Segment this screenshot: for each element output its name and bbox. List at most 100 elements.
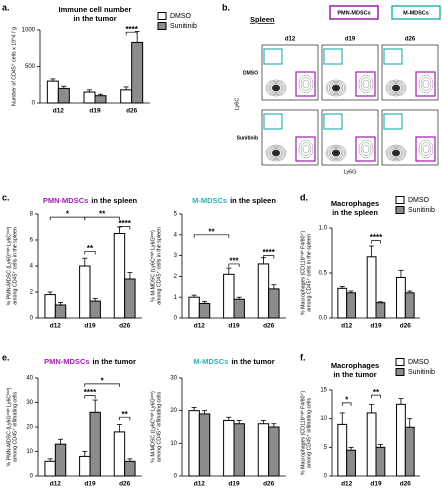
- y-tick-label: 1.0: [319, 226, 328, 232]
- bar: [94, 95, 107, 104]
- flow-contour: [298, 74, 314, 94]
- significance-bracket: [84, 216, 120, 221]
- panel-label: e.: [2, 352, 10, 362]
- bar: [113, 233, 126, 319]
- x-tick-label: d19: [370, 481, 382, 488]
- y-tick-label: 20: [26, 425, 33, 431]
- significance-bracket: [125, 31, 138, 36]
- bar: [268, 288, 280, 319]
- bar: [375, 302, 386, 319]
- bar: [268, 426, 280, 477]
- significance-label: *: [345, 396, 349, 405]
- chart-title-part: in the spleen: [91, 196, 137, 205]
- flow-contour: [330, 83, 342, 93]
- bar: [120, 89, 133, 104]
- flow-contour: [393, 85, 399, 91]
- gate-legend-label: PMN-MDSCs: [337, 10, 370, 16]
- legend-swatch: [395, 368, 405, 376]
- x-tick-label: d26: [263, 481, 275, 488]
- chart-title: Macrophages: [331, 199, 379, 208]
- y-tick-label: 10: [170, 441, 177, 447]
- chart-title-highlight: PMN-MDSCs: [43, 196, 88, 205]
- y-tick-label: 4: [30, 264, 34, 270]
- chart-title: Macrophages: [331, 361, 379, 370]
- y-tick-label: 1000: [22, 28, 36, 34]
- significance-label: ****: [118, 219, 131, 228]
- y-tick-label: 30: [26, 400, 33, 406]
- panel-label: d.: [300, 192, 308, 202]
- legend-label: DMSO: [408, 197, 430, 204]
- panel-label: f.: [300, 352, 306, 362]
- bar: [375, 446, 386, 477]
- significance-bracket: [119, 226, 131, 230]
- y-axis-label: Number of CD45⁺ cells x 10^4 / g: [11, 27, 17, 106]
- significance-bracket: [84, 383, 120, 387]
- x-tick-label: d26: [126, 108, 138, 115]
- flow-column-label: d19: [345, 37, 356, 43]
- x-tick-label: d19: [228, 481, 240, 488]
- gate-m-mdsc: [383, 48, 403, 65]
- y-tick-label: 500: [25, 64, 36, 70]
- flow-contour: [302, 144, 310, 154]
- legend-label: Sunitinib: [408, 207, 435, 214]
- x-tick-label: d12: [341, 323, 353, 330]
- flow-contour: [300, 142, 312, 156]
- bar: [346, 292, 356, 319]
- x-tick-label: d26: [400, 323, 412, 330]
- bar: [131, 41, 144, 104]
- x-tick-label: d26: [400, 481, 412, 488]
- y-axis-label: among CD45⁺ infiltrating cells: [12, 392, 18, 463]
- flow-contour: [328, 147, 344, 159]
- flow-contour: [325, 79, 347, 97]
- flow-contour: [267, 145, 285, 160]
- bar: [198, 413, 211, 477]
- flow-contour: [268, 82, 284, 94]
- y-tick-label: 20: [170, 408, 177, 414]
- bar: [57, 87, 70, 104]
- y-tick-label: 40: [26, 376, 33, 382]
- flow-contour: [265, 79, 287, 97]
- gate-m-mdsc: [263, 113, 283, 130]
- y-axis-label: % M-MDSC (Ly6Cʰⁱᵍʰ Ly6Gˡᵒʷ): [149, 391, 156, 463]
- flow-contour: [360, 77, 372, 91]
- legend-label: DMSO: [170, 13, 192, 20]
- bar: [124, 278, 136, 319]
- bar: [233, 423, 245, 477]
- bar: [83, 91, 96, 104]
- legend-swatch: [395, 196, 405, 204]
- legend-label: DMSO: [408, 359, 430, 366]
- bar: [54, 443, 67, 477]
- flow-contour: [420, 142, 432, 156]
- chart-title-part: in the tumor: [231, 357, 274, 366]
- flow-contour: [422, 79, 430, 89]
- bar: [79, 265, 91, 319]
- x-tick-label: d12: [53, 108, 65, 115]
- flow-contour: [422, 144, 430, 154]
- significance-label: **: [373, 388, 380, 397]
- y-tick-label: 0: [32, 101, 36, 107]
- y-axis-label: among CD45⁺ cells in the spleen: [12, 227, 18, 305]
- panel-label: b.: [222, 2, 230, 12]
- y-tick-label: 0: [30, 474, 34, 480]
- significance-label: ***: [229, 257, 239, 266]
- chart-title: M-MDSCs in the tumor: [193, 357, 274, 366]
- flow-contour: [333, 85, 339, 91]
- flow-y-label: Ly6C: [234, 98, 240, 111]
- bar: [89, 411, 101, 477]
- flow-contour: [387, 80, 405, 95]
- y-tick-label: 2: [174, 274, 178, 280]
- chart-title: Immune cell number: [59, 5, 132, 14]
- bar: [89, 300, 101, 319]
- legend-swatch: [395, 206, 405, 214]
- flow-contour: [360, 142, 372, 156]
- gate-legend-label: M-MDSCs: [403, 10, 429, 16]
- flow-contour: [328, 82, 344, 94]
- y-tick-label: 5: [174, 212, 178, 218]
- flow-contour: [298, 139, 314, 159]
- y-axis-label: % PMN-MDSC (Ly6Gʰⁱᵍʰ Ly6Cˡᵒʷ): [5, 226, 12, 305]
- flow-contour: [388, 82, 404, 94]
- y-tick-label: 10: [26, 449, 33, 455]
- flow-contour: [302, 79, 310, 89]
- flow-contour: [273, 150, 279, 156]
